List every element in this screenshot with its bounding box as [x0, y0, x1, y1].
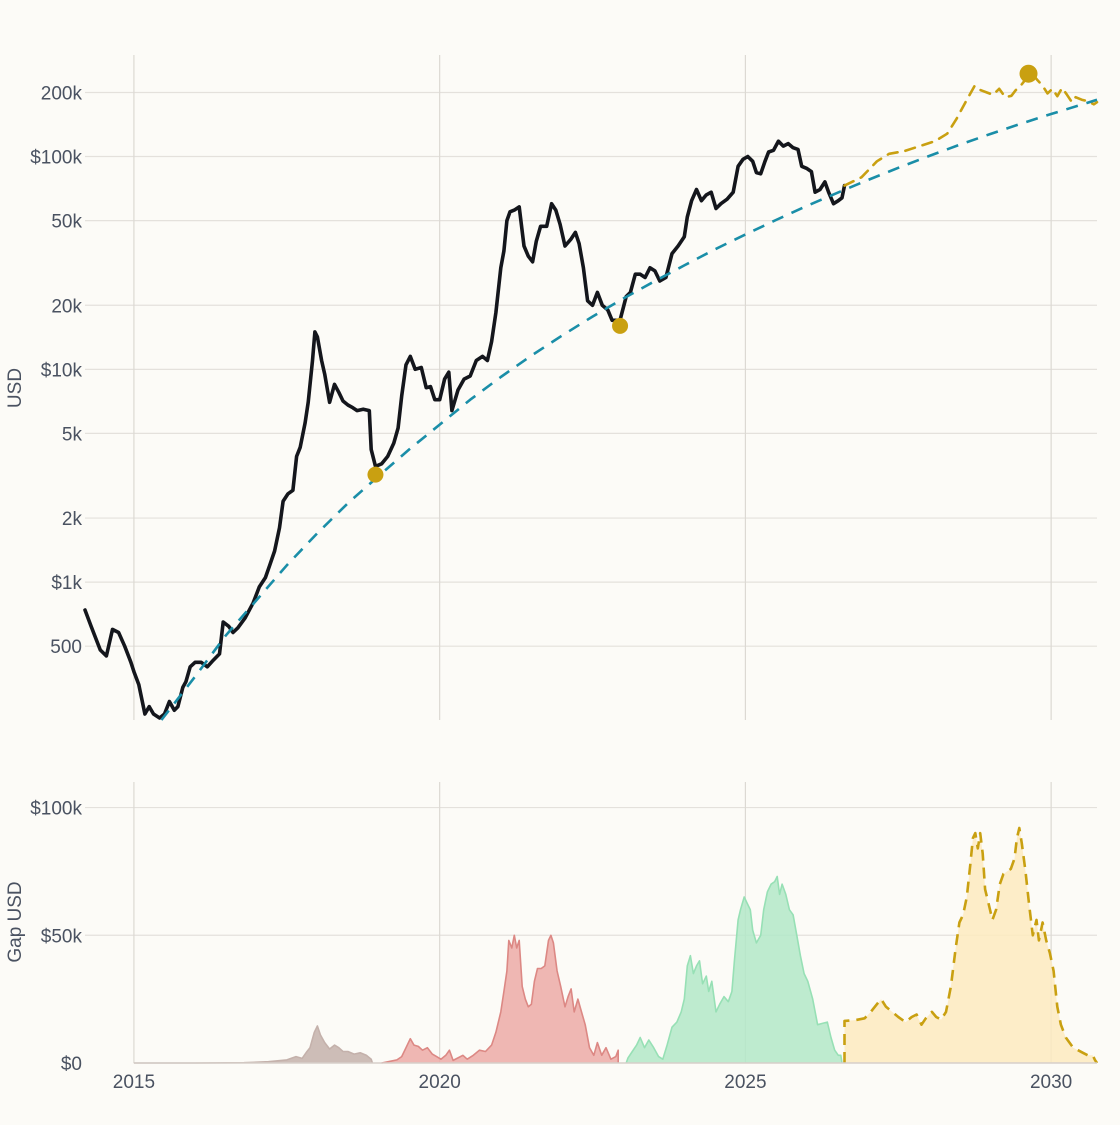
price-y-axis-title: USD: [5, 368, 26, 408]
gap-area: [844, 828, 1097, 1063]
price-y-tick-label: $10k: [41, 360, 83, 381]
x-tick-label: 2030: [1030, 1072, 1072, 1093]
gap-area: [381, 935, 619, 1063]
cycle-marker: [1019, 64, 1038, 83]
cycle-marker: [612, 317, 629, 334]
gap-line: [133, 1025, 374, 1064]
gap-y-tick-label: $0: [61, 1054, 82, 1075]
gap-line: [625, 875, 843, 1064]
x-tick-label: 2025: [724, 1072, 766, 1093]
x-tick-label: 2020: [419, 1072, 461, 1093]
gap-panel: $0 $50k $100k 2015 2020 2025 2030 Gap USD: [5, 782, 1099, 1093]
price-y-tick-label: 200k: [41, 83, 83, 104]
forecast-line: [843, 71, 1099, 187]
gap-line: [381, 934, 619, 1064]
cycle-marker: [367, 466, 384, 483]
trend-line: [160, 98, 1098, 721]
price-y-tick-label: $100k: [30, 148, 82, 169]
gap-y-tick-label: $100k: [30, 799, 82, 820]
gap-area: [133, 1026, 373, 1063]
price-line: [83, 139, 847, 720]
x-tick-label: 2015: [113, 1072, 155, 1093]
price-y-tick-label: 50k: [51, 212, 82, 233]
price-y-tick-label: $1k: [51, 573, 82, 594]
gap-y-axis-title: Gap USD: [5, 881, 26, 962]
price-y-tick-label: 20k: [51, 296, 82, 317]
price-panel: 500 $1k 2k 5k $10k 20k 50k $100k 200k USD: [5, 55, 1099, 721]
gap-y-tick-label: $50k: [41, 926, 83, 947]
price-y-tick-label: 5k: [62, 424, 83, 445]
price-y-tick-label: 2k: [62, 509, 83, 530]
price-y-tick-label: 500: [50, 637, 82, 658]
